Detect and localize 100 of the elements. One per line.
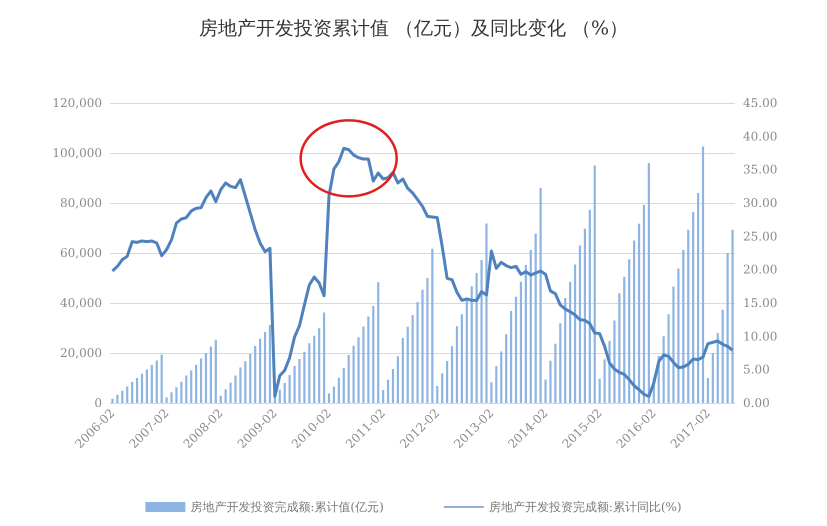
bar [284,383,286,403]
y2-tick-label: 25.00 [743,229,778,244]
chart-title: 房地产开发投资累计值 （亿元）及同比变化 （%） [198,18,628,40]
bar [712,353,714,403]
bar [348,355,350,403]
bar [156,360,158,403]
bar [220,396,222,403]
bar [505,334,508,403]
bar [362,326,365,403]
bar [131,382,134,403]
bar [200,358,202,403]
bar [121,390,124,403]
bar [254,346,256,403]
bar [259,338,262,403]
y2-tick-label: 20.00 [743,262,778,277]
bar [396,356,399,403]
bar [298,359,301,403]
bar [450,346,454,403]
bar [367,316,370,403]
bar [195,364,198,403]
bar [332,386,336,403]
bar [352,346,355,403]
bar [706,378,710,403]
bar [426,278,429,403]
y2-tick-label: 45.00 [743,96,778,110]
bar [165,398,168,403]
y-tick-label: 100,000 [52,146,102,160]
bar [377,282,380,403]
bar [534,234,537,403]
bar [436,386,438,403]
bar [160,354,163,403]
bar [687,230,690,403]
bar [416,302,419,403]
bar [520,282,522,403]
bar [544,380,547,403]
bar [392,369,394,403]
bar [126,386,128,403]
y2-tick-label: 15.00 [743,296,778,310]
bar [357,337,360,403]
bar [495,366,498,403]
bar [406,326,409,403]
bar [564,298,566,403]
bar [554,344,556,403]
bar [214,340,217,403]
bar [146,370,148,403]
y-tick-label: 40,000 [60,296,102,310]
bar [722,310,724,403]
bar [402,338,404,403]
bar [623,276,626,403]
y-tick-label: 0 [94,396,102,410]
bar [210,346,212,403]
bar [456,326,458,403]
y2-tick-label: 35.00 [743,162,778,177]
bar [268,325,272,403]
bar [342,368,345,403]
bar [716,333,719,403]
bar [603,359,606,403]
bar [318,328,320,403]
bar [490,382,492,403]
bar [446,361,448,403]
bar [588,210,591,403]
bar [136,378,138,403]
bar [412,315,414,403]
bar [731,230,734,403]
bar [313,336,316,403]
bar [431,248,434,403]
bar [470,286,473,403]
bar [204,353,208,403]
bar [293,366,296,403]
bar [239,368,242,403]
legend-label: 房地产开发投资完成额:累计同比(%) [488,500,682,514]
bar [441,373,444,403]
bar [288,375,291,403]
bar [322,312,326,403]
bar [549,360,552,403]
y-tick-label: 60,000 [60,246,102,260]
bar [229,382,232,403]
bar [514,296,518,403]
line-series [110,146,734,398]
bar [303,352,306,403]
legend-label: 房地产开发投资完成额:累计值(亿元) [190,500,384,514]
bar [598,378,601,403]
y-tick-label: 120,000 [52,96,102,110]
y-tick-label: 20,000 [60,346,102,360]
bar [249,354,252,403]
bar [510,311,512,403]
bar [185,376,188,403]
y2-tick-label: 5.00 [743,362,770,377]
bar [140,374,144,403]
bar [386,380,390,403]
y2-tick-label: 30.00 [743,196,778,210]
bar [460,314,463,403]
bar [524,265,527,403]
bar [150,365,153,403]
y-tick-label: 80,000 [60,196,102,210]
bar [190,370,192,403]
bar [180,382,182,403]
y2-tick-label: 0.00 [743,396,770,410]
bar [382,390,384,403]
bar [692,212,694,403]
